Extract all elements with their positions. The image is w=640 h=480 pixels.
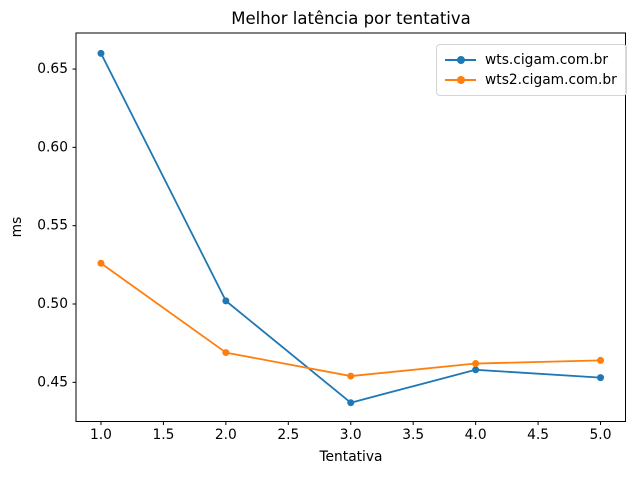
legend-label: wts2.cigam.com.br (485, 72, 617, 88)
x-tick-label: 5.0 (590, 427, 612, 443)
y-tick-label: 0.55 (37, 218, 68, 234)
legend-entry: wts.cigam.com.br (445, 50, 617, 70)
legend-marker-icon (456, 56, 465, 64)
series-marker-0 (222, 297, 230, 305)
chart-title: Melhor latência por tentativa (231, 9, 471, 28)
legend-line-sample (445, 76, 476, 84)
x-tick-label: 3.5 (402, 427, 424, 443)
series-marker-1 (597, 356, 605, 364)
x-tick-label: 4.5 (527, 427, 549, 443)
x-tick-label: 1.0 (90, 427, 112, 443)
series-marker-0 (472, 366, 480, 374)
series-marker-1 (347, 372, 355, 380)
x-tick-label: 2.5 (277, 427, 299, 443)
legend-label: wts.cigam.com.br (485, 52, 609, 68)
series-marker-0 (597, 374, 605, 382)
legend-entry: wts2.cigam.com.br (445, 70, 617, 90)
y-tick-label: 0.45 (37, 374, 68, 390)
x-axis-label: Tentativa (319, 449, 383, 465)
x-tick-label: 3.0 (340, 427, 362, 443)
axes-spines (75, 32, 626, 422)
y-axis-label: ms (9, 216, 25, 238)
series-marker-1 (97, 259, 105, 267)
series-line-0 (100, 52, 601, 404)
legend-line-sample (445, 56, 476, 64)
x-tick-label: 4.0 (465, 427, 487, 443)
legend: wts.cigam.com.br wts2.cigam.com.br (436, 44, 627, 96)
legend-marker-icon (456, 76, 465, 84)
y-tick-label: 0.50 (37, 296, 68, 312)
series-marker-1 (222, 349, 230, 357)
y-tick-label: 0.65 (37, 61, 68, 77)
series-line-1 (100, 262, 601, 377)
series-marker-0 (97, 49, 105, 57)
series-marker-1 (472, 360, 480, 368)
y-tick-label: 0.60 (37, 139, 68, 155)
x-tick-label: 2.0 (215, 427, 237, 443)
x-tick-label: 1.5 (152, 427, 174, 443)
series-marker-0 (347, 399, 355, 407)
